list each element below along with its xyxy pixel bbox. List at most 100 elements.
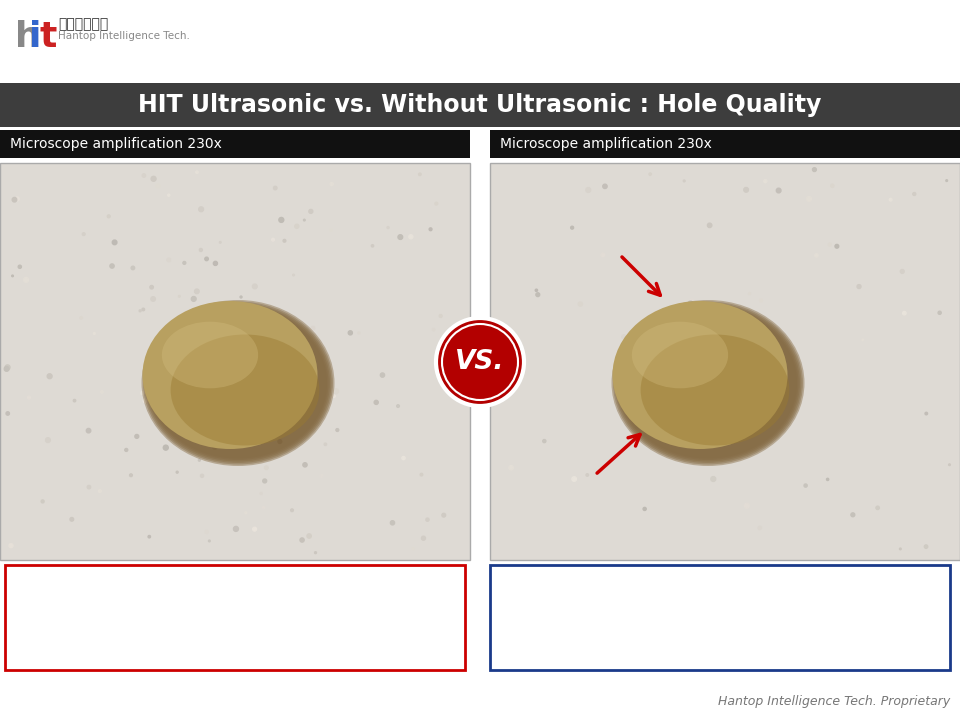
Circle shape: [265, 466, 268, 469]
Circle shape: [302, 463, 307, 467]
Circle shape: [643, 508, 646, 510]
Ellipse shape: [616, 305, 800, 462]
Circle shape: [143, 399, 147, 403]
Text: VS.: VS.: [455, 349, 505, 375]
Circle shape: [398, 235, 402, 240]
Circle shape: [372, 245, 373, 247]
Circle shape: [140, 392, 144, 395]
Circle shape: [252, 527, 256, 531]
Circle shape: [336, 428, 339, 431]
Ellipse shape: [142, 301, 318, 449]
Circle shape: [28, 396, 31, 399]
Circle shape: [200, 248, 203, 251]
Circle shape: [252, 284, 257, 289]
Circle shape: [876, 506, 879, 510]
Circle shape: [578, 302, 583, 306]
Text: Hantop Intelligence Tech.: Hantop Intelligence Tech.: [58, 31, 190, 41]
Text: t: t: [39, 20, 57, 54]
Circle shape: [73, 400, 76, 402]
Circle shape: [320, 474, 324, 477]
Circle shape: [12, 275, 13, 276]
Circle shape: [333, 395, 335, 397]
Circle shape: [708, 223, 711, 228]
Circle shape: [41, 500, 44, 503]
Circle shape: [272, 238, 275, 241]
Circle shape: [199, 459, 201, 462]
Circle shape: [815, 254, 818, 257]
Text: Ultrasonic : OFF: Ultrasonic : OFF: [503, 575, 679, 594]
Circle shape: [409, 235, 413, 239]
Text: Ultrasonic : ON: Ultrasonic : ON: [18, 575, 183, 594]
Bar: [0, 130, 470, 158]
Circle shape: [586, 474, 588, 476]
Circle shape: [900, 548, 901, 550]
Circle shape: [744, 503, 750, 508]
Circle shape: [9, 544, 13, 548]
Circle shape: [688, 301, 693, 306]
Text: HIT Ultrasonic vs. Without Ultrasonic : Hole Quality: HIT Ultrasonic vs. Without Ultrasonic : …: [138, 93, 822, 117]
Circle shape: [830, 184, 834, 187]
Bar: [0, 83, 960, 127]
Circle shape: [179, 295, 180, 297]
Circle shape: [704, 429, 706, 431]
Circle shape: [191, 297, 196, 301]
Ellipse shape: [640, 335, 789, 446]
Circle shape: [827, 478, 828, 480]
Circle shape: [134, 434, 139, 438]
Circle shape: [862, 339, 864, 341]
Bar: [490, 163, 960, 560]
Circle shape: [436, 318, 524, 406]
Circle shape: [777, 188, 781, 193]
Circle shape: [271, 352, 272, 354]
Text: Microscope amplification 230x: Microscope amplification 230x: [500, 137, 712, 151]
Circle shape: [358, 332, 360, 334]
Circle shape: [99, 490, 101, 492]
Circle shape: [4, 366, 9, 372]
Circle shape: [295, 224, 299, 228]
Circle shape: [70, 518, 74, 521]
Circle shape: [142, 308, 145, 311]
Circle shape: [196, 171, 198, 174]
Circle shape: [536, 289, 538, 292]
Circle shape: [93, 333, 95, 334]
Circle shape: [857, 284, 861, 289]
Circle shape: [900, 269, 904, 274]
Circle shape: [168, 194, 170, 197]
Circle shape: [183, 261, 186, 264]
Circle shape: [812, 168, 816, 171]
Circle shape: [199, 207, 204, 212]
Circle shape: [45, 438, 50, 443]
Circle shape: [130, 474, 132, 477]
Circle shape: [374, 400, 378, 405]
Circle shape: [806, 197, 811, 202]
Circle shape: [233, 526, 238, 531]
Circle shape: [835, 244, 839, 248]
Circle shape: [274, 186, 277, 190]
Text: i: i: [29, 20, 41, 54]
Circle shape: [729, 350, 732, 354]
Circle shape: [177, 471, 179, 473]
Circle shape: [913, 192, 916, 195]
Circle shape: [132, 266, 134, 270]
Circle shape: [86, 428, 91, 433]
Circle shape: [283, 240, 286, 242]
Circle shape: [260, 492, 262, 495]
Ellipse shape: [145, 303, 331, 463]
Circle shape: [330, 229, 332, 231]
Circle shape: [925, 413, 927, 415]
Circle shape: [348, 330, 352, 335]
Circle shape: [245, 512, 247, 514]
Circle shape: [710, 477, 716, 482]
Circle shape: [536, 293, 540, 297]
Ellipse shape: [146, 305, 330, 462]
Circle shape: [167, 258, 171, 261]
Circle shape: [412, 548, 415, 550]
Circle shape: [419, 173, 421, 176]
Circle shape: [112, 240, 117, 245]
Circle shape: [237, 438, 242, 443]
Circle shape: [305, 397, 308, 400]
Circle shape: [291, 509, 294, 512]
Circle shape: [703, 439, 707, 444]
Ellipse shape: [617, 306, 799, 460]
Circle shape: [263, 479, 267, 483]
